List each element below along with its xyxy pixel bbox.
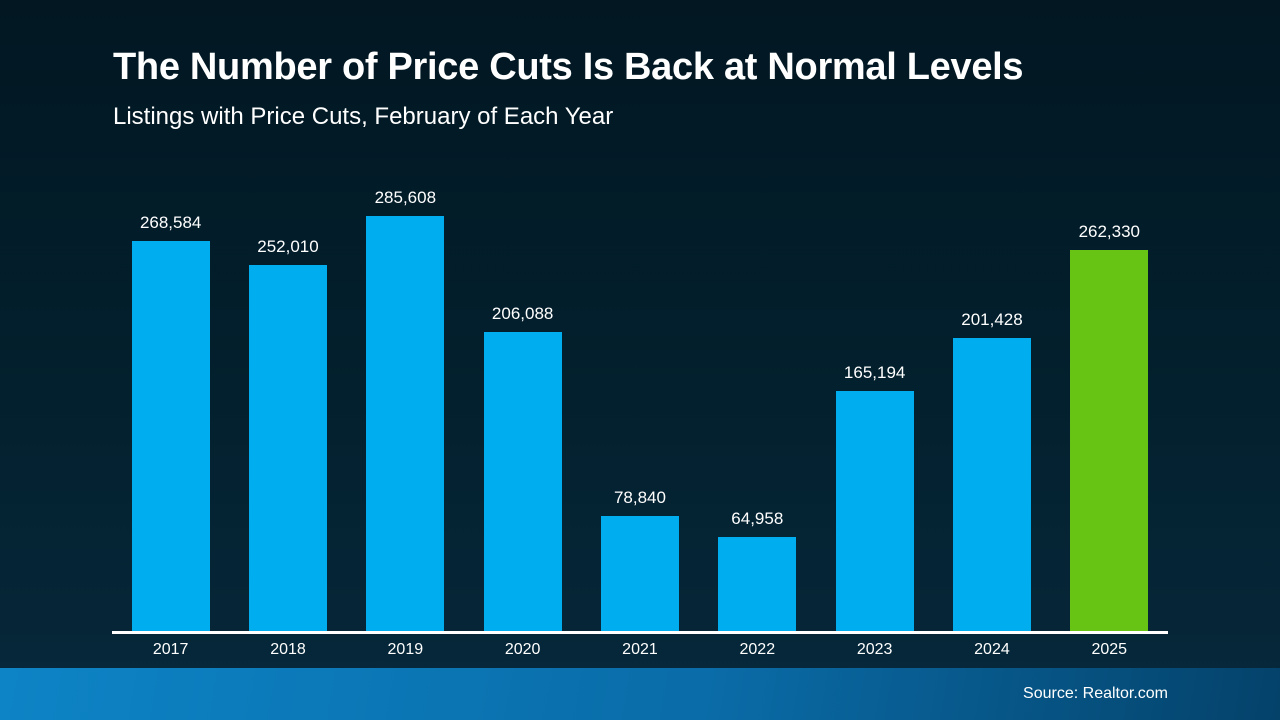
bar-2023	[835, 391, 914, 631]
year-label-2021: 2021	[622, 641, 658, 658]
year-label-2025: 2025	[1091, 641, 1128, 658]
chart-subtitle: Listings with Price Cuts, February of Ea…	[113, 103, 614, 130]
value-label-2020: 206,088	[491, 304, 554, 323]
bar-2025	[1070, 250, 1149, 631]
value-label-2019: 285,608	[374, 188, 437, 207]
value-label-2022: 64,958	[731, 509, 784, 528]
bar-column-2022: 64,958	[699, 509, 816, 631]
bar-2018	[248, 265, 327, 631]
bar-2019	[366, 216, 445, 631]
bar-2021	[600, 516, 679, 631]
bar-column-2018: 252,010	[229, 237, 346, 631]
x-axis-labels: 2017 2018 2019 2020 2021 2022 2023 2024 2025	[112, 641, 1168, 659]
value-label-2025: 262,330	[1078, 222, 1141, 241]
value-label-2021: 78,840	[613, 488, 666, 507]
year-label-2018: 2018	[270, 641, 306, 658]
bar-2022	[718, 537, 797, 631]
bar-column-2021: 78,840	[581, 488, 698, 631]
bar-column-2024: 201,428	[933, 310, 1050, 631]
bar-column-2020: 206,088	[464, 304, 581, 631]
year-label-2024: 2024	[974, 641, 1010, 658]
value-label-2023: 165,194	[843, 363, 906, 382]
bar-column-2023: 165,194	[816, 363, 933, 631]
year-label-2019: 2019	[387, 641, 424, 658]
footer-strip: Source: Realtor.com	[0, 668, 1280, 720]
year-label-2022: 2022	[739, 641, 776, 658]
x-axis-line	[112, 631, 1168, 634]
value-label-2018: 252,010	[257, 237, 319, 256]
source-text: Source: Realtor.com	[1023, 685, 1168, 702]
bar-column-2019: 285,608	[347, 188, 464, 631]
year-label-2023: 2023	[856, 641, 893, 658]
value-label-2024: 201,428	[961, 310, 1023, 329]
year-label-2017: 2017	[152, 641, 189, 658]
bar-column-2017: 268,584	[112, 213, 229, 631]
value-label-2017: 268,584	[139, 213, 202, 232]
bar-2017	[131, 241, 210, 631]
bar-column-2025: 262,330	[1051, 222, 1168, 631]
chart-title: The Number of Price Cuts Is Back at Norm…	[113, 46, 1024, 88]
bar-2024	[952, 338, 1031, 631]
plot-area: 268,584 252,010 285,608 206,088 78,840 64,958…	[112, 188, 1168, 631]
bar-chart: 268,584 252,010 285,608 206,088 78,840 64,958…	[112, 188, 1168, 659]
year-label-2020: 2020	[504, 641, 541, 658]
bar-2020	[483, 332, 562, 631]
